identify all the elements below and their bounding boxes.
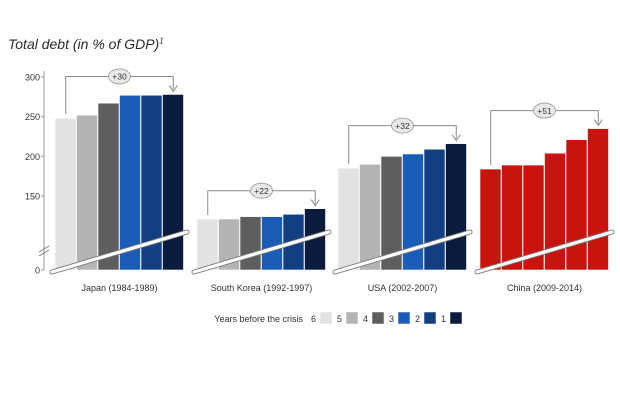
bar (76, 114, 98, 271)
legend-label: 3 (389, 314, 394, 324)
delta-label: +32 (395, 121, 410, 131)
bar-break-line (333, 230, 472, 274)
y-tick-label: 300 (25, 73, 40, 83)
delta-label: +30 (112, 72, 127, 82)
category-label: Japan (1984-1989) (81, 283, 157, 293)
bar (445, 143, 467, 271)
legend-swatch (319, 311, 333, 325)
bar-break-line (475, 230, 614, 274)
delta-badge (250, 182, 273, 199)
bar (402, 153, 424, 271)
legend-swatch (371, 311, 385, 325)
delta-label: +51 (537, 106, 552, 116)
bar (54, 117, 77, 271)
bar (380, 156, 403, 271)
bar (239, 216, 262, 271)
bar (119, 94, 141, 271)
bar (162, 94, 184, 271)
legend-title: Years before the crisis (214, 314, 303, 324)
bar-break-line (50, 230, 189, 274)
bar (97, 102, 120, 271)
category-label: USA (2002-2007) (368, 283, 438, 293)
bar (423, 148, 446, 271)
legend-swatch (397, 311, 411, 325)
delta-label: +22 (254, 186, 269, 196)
axis-break-mark (38, 245, 50, 253)
delta-arrow-icon (168, 85, 178, 93)
delta-badge (533, 102, 556, 119)
axis-break-mark (38, 249, 50, 257)
legend-swatch (449, 311, 463, 325)
chart-title: Total debt (in % of GDP)1 (8, 36, 164, 52)
legend-label: 4 (363, 314, 368, 324)
y-tick-label: 250 (25, 112, 40, 122)
bar (522, 164, 545, 271)
delta-badge (391, 117, 414, 134)
bar (261, 216, 283, 271)
bar (544, 152, 566, 271)
delta-arrow-icon (310, 199, 320, 207)
category-label: South Korea (1992-1997) (211, 283, 313, 293)
y-tick-label: 0 (35, 266, 40, 276)
legend-label: 1 (441, 314, 446, 324)
bar (479, 168, 502, 271)
bar (196, 218, 219, 271)
bar (587, 128, 609, 271)
legend-label: 6 (311, 314, 316, 324)
category-label: China (2009-2014) (507, 283, 582, 293)
delta-arrow-icon (593, 119, 603, 127)
bar (359, 163, 381, 271)
y-tick-label: 200 (25, 152, 40, 162)
bar (337, 167, 360, 271)
bar (565, 139, 588, 271)
legend-label: 2 (415, 314, 420, 324)
y-tick-label: 150 (25, 192, 40, 202)
bar (501, 164, 523, 271)
bar-break-line (192, 230, 331, 274)
chart-title-footnote: 1 (159, 36, 164, 46)
legend-label: 5 (337, 314, 342, 324)
legend-swatch (345, 311, 359, 325)
delta-arrow-icon (451, 134, 461, 142)
bar (140, 94, 163, 271)
bar (218, 218, 240, 271)
legend-swatch (423, 311, 437, 325)
chart-title-text: Total debt (in % of GDP) (8, 36, 160, 52)
delta-badge (108, 68, 131, 85)
